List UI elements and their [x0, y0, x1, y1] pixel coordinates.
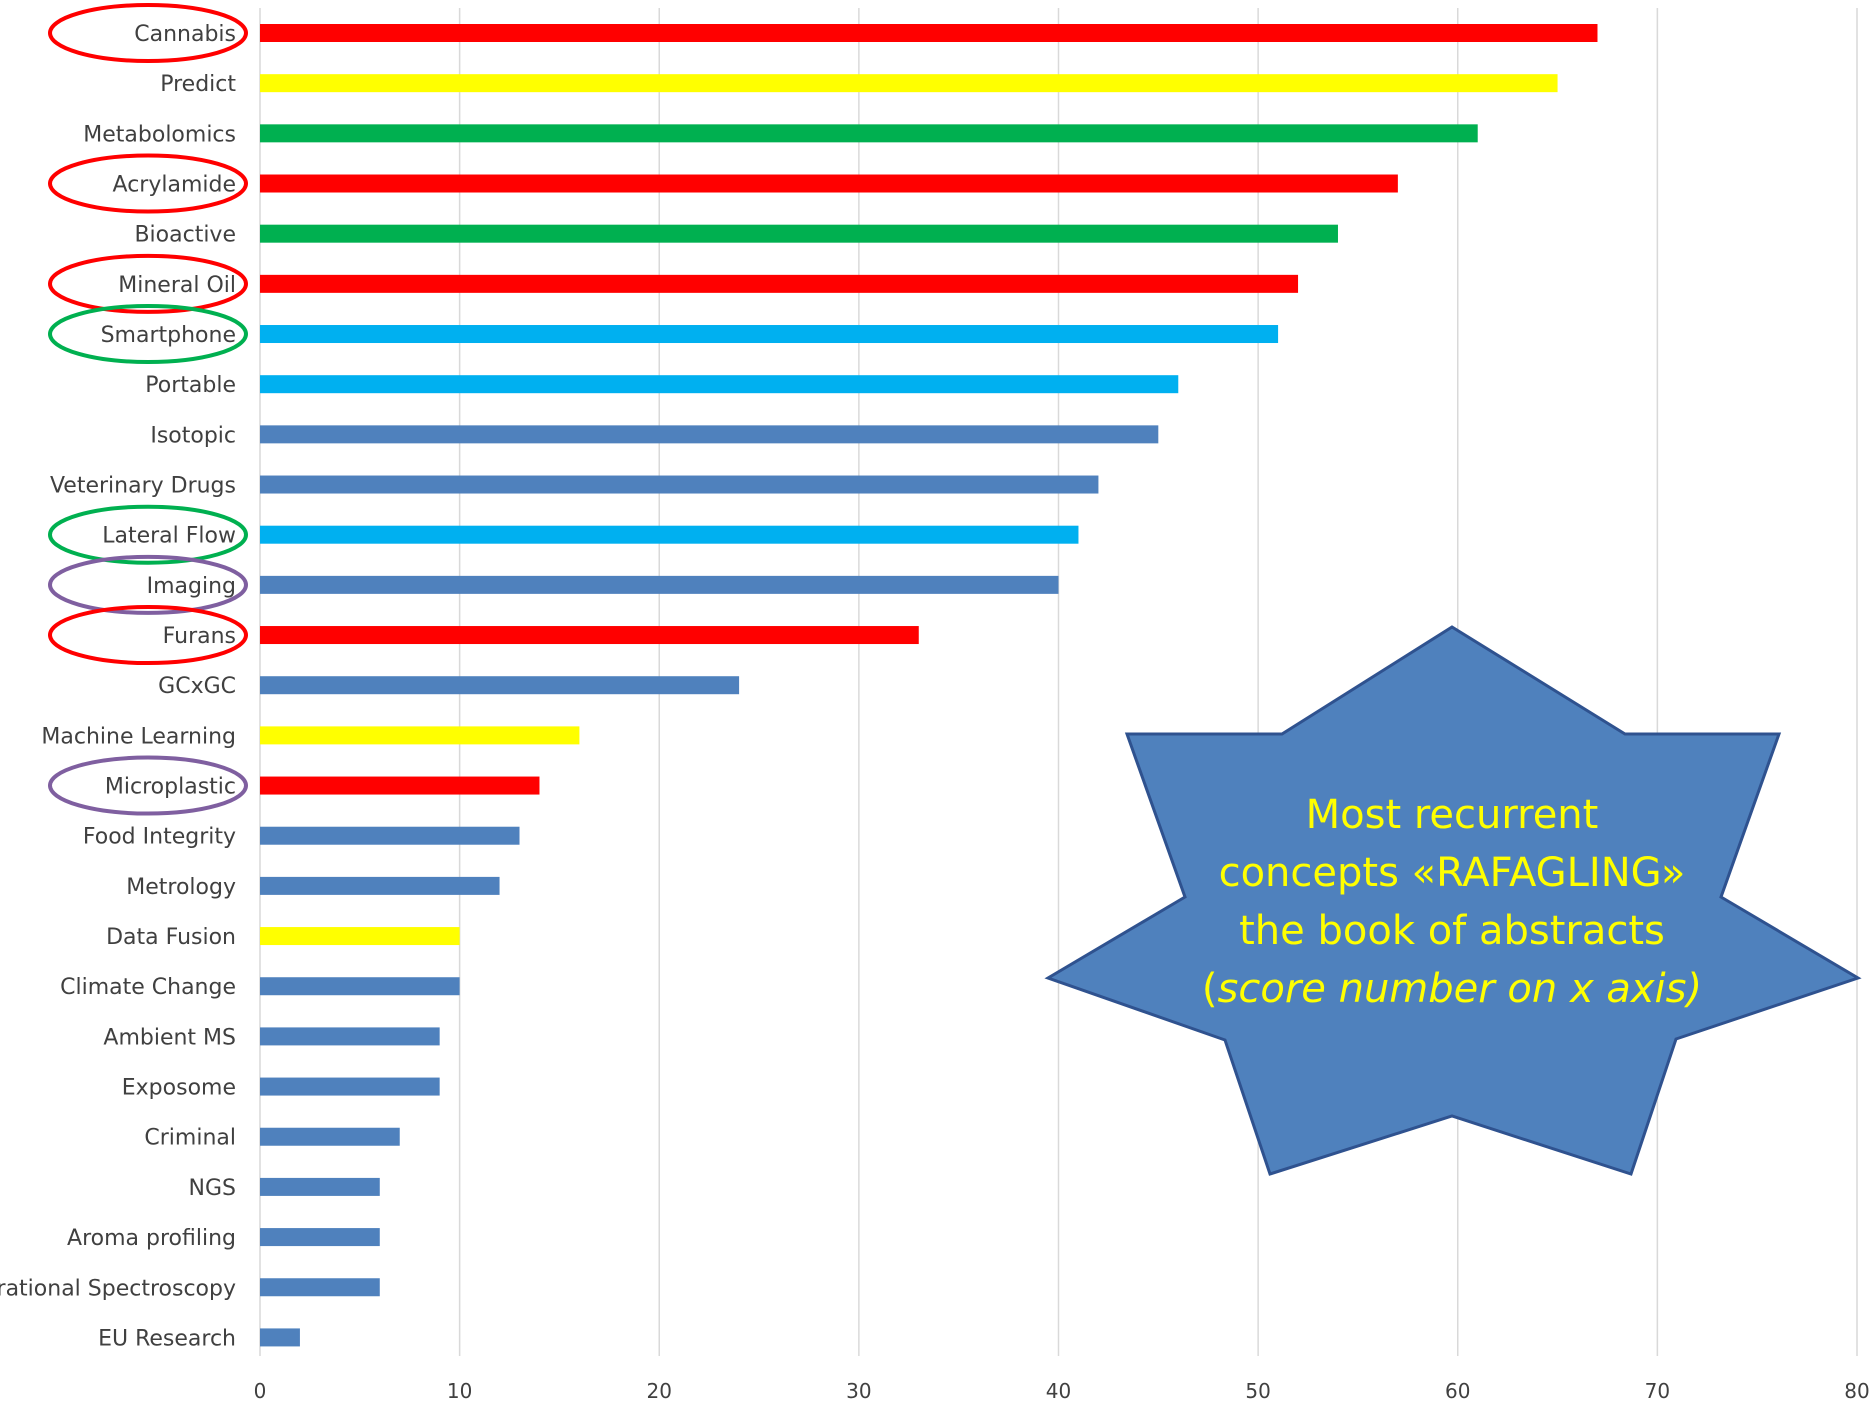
bar: [260, 1077, 440, 1096]
bar: [260, 174, 1398, 193]
bar: [260, 575, 1059, 594]
category-label: Portable: [145, 373, 236, 398]
callout-line-4-italic: score number on x axis): [1218, 966, 1703, 1012]
highlight-ellipse: [48, 304, 248, 365]
callout-line-3: the book of abstracts: [1239, 908, 1665, 954]
x-tick-labels: 0 10 20 30 40 50 60 70 80: [254, 1379, 1869, 1403]
category-label: Aroma profiling: [67, 1226, 236, 1251]
highlight-ellipse: [48, 554, 248, 615]
category-label: Mineral Oil: [118, 273, 236, 298]
category-label: Cannabis: [134, 22, 236, 47]
highlight-ellipses: [48, 3, 248, 816]
bar: [260, 776, 540, 795]
category-label: Food Integrity: [83, 825, 236, 850]
x-tick-label: 0: [254, 1379, 267, 1403]
highlight-ellipse: [48, 755, 248, 816]
bar: [260, 1027, 440, 1046]
category-label: Predict: [160, 72, 236, 97]
bar: [260, 1127, 400, 1146]
x-tick-label: 40: [1046, 1379, 1071, 1403]
category-label: Imaging: [147, 574, 236, 599]
category-label: Acrylamide: [113, 173, 236, 198]
callout-star: Most recurrent concepts «RAFAGLING» the …: [1044, 625, 1862, 1176]
bar: [260, 1278, 380, 1297]
category-label: Climate Change: [60, 975, 236, 1000]
category-label: Criminal: [144, 1126, 236, 1151]
callout-line-2: concepts «RAFAGLING»: [1219, 850, 1686, 896]
x-tick-label: 50: [1245, 1379, 1270, 1403]
bar: [260, 325, 1279, 344]
category-label: Ambient MS: [103, 1025, 236, 1050]
bar: [260, 274, 1299, 293]
category-label: Isotopic: [150, 423, 236, 448]
bar: [260, 74, 1558, 93]
bar: [260, 425, 1159, 444]
bar: [260, 626, 919, 645]
x-tick-label: 70: [1645, 1379, 1670, 1403]
category-label: GCxGC: [158, 674, 236, 699]
category-label: Bioactive: [134, 223, 236, 248]
category-labels: Cannabis Predict Metabolomics Acrylamide Bio…: [0, 22, 236, 1351]
category-label: Vibrational Spectroscopy: [0, 1276, 236, 1301]
bar: [260, 375, 1179, 394]
highlight-ellipse: [48, 605, 248, 666]
category-label: Lateral Flow: [102, 524, 236, 549]
category-label: Microplastic: [105, 775, 236, 800]
bar: [260, 475, 1099, 494]
bar: [260, 726, 580, 745]
callout-line-4-open: (: [1202, 966, 1218, 1012]
star-shape: [1044, 625, 1862, 1176]
bar: [260, 927, 460, 946]
x-tick-label: 10: [447, 1379, 472, 1403]
bar: [260, 1228, 380, 1247]
highlight-ellipse: [48, 504, 248, 565]
bars: [260, 24, 1598, 1347]
x-tick-label: 60: [1445, 1379, 1470, 1403]
bar: [260, 24, 1598, 42]
highlight-ellipse: [48, 153, 248, 214]
bar: [260, 224, 1338, 243]
bar: [260, 876, 500, 895]
bar: [260, 1177, 380, 1196]
bar: [260, 525, 1079, 544]
category-label: Furans: [163, 624, 236, 649]
callout-line-1: Most recurrent: [1306, 792, 1599, 838]
category-label: Machine Learning: [41, 724, 236, 749]
bar: [260, 676, 740, 695]
x-tick-label: 80: [1844, 1379, 1869, 1403]
bar: [260, 977, 460, 996]
category-label: NGS: [189, 1176, 236, 1201]
category-label: EU Research: [98, 1326, 236, 1351]
x-tick-label: 20: [647, 1379, 672, 1403]
highlight-ellipse: [48, 3, 248, 63]
category-label: Smartphone: [101, 323, 236, 348]
category-label: Data Fusion: [106, 925, 236, 950]
bar: [260, 826, 520, 845]
bar: [260, 124, 1478, 143]
callout-line-4: (score number on x axis): [1202, 966, 1702, 1012]
category-label: Veterinary Drugs: [50, 474, 236, 499]
category-label: Metabolomics: [83, 122, 236, 147]
highlight-ellipse: [48, 253, 248, 314]
bar: [260, 1328, 300, 1347]
category-label: Metrology: [126, 875, 236, 900]
category-label: Exposome: [122, 1076, 236, 1101]
x-tick-label: 30: [846, 1379, 871, 1403]
